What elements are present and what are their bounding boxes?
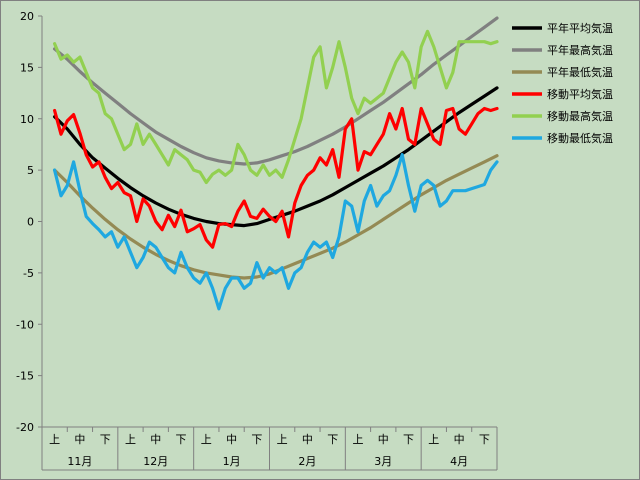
period-label: 中: [150, 433, 161, 446]
series-line-6: [52, 153, 499, 311]
legend-label: 平年最低気温: [547, 65, 613, 79]
period-label: 下: [100, 433, 111, 446]
x-axis-labels: 上 中 下 上 中 下 上 中 下 上 中 下 上 中 下 上 中 下 11月 12月 1月 2月 3月 4月: [41, 427, 498, 470]
month-label: 1月: [223, 455, 241, 468]
y-tick-label: -20: [16, 421, 34, 434]
period-label: 上: [201, 433, 212, 446]
series-lines: [52, 16, 499, 311]
period-label: 下: [479, 433, 490, 446]
y-tick-label: -15: [16, 370, 34, 383]
y-tick-label: 20: [20, 10, 34, 23]
month-label: 12月: [143, 455, 168, 468]
y-axis-ticks: 20 15 10 5 0 -5 -10 -15 -20: [16, 10, 42, 434]
month-label: 2月: [298, 455, 316, 468]
period-label: 中: [302, 433, 313, 446]
period-label: 下: [403, 433, 414, 446]
period-label: 上: [125, 433, 136, 446]
month-label: 3月: [374, 455, 392, 468]
legend-label: 平年最高気温: [547, 43, 613, 57]
legend-label: 移動最高気温: [547, 109, 613, 123]
month-label: 11月: [67, 455, 92, 468]
period-label: 中: [454, 433, 465, 446]
y-tick-label: -5: [23, 267, 34, 280]
period-label: 上: [428, 433, 439, 446]
period-label: 上: [49, 433, 60, 446]
y-tick-label: 15: [20, 61, 34, 74]
y-tick-label: 5: [27, 164, 34, 177]
period-label: 上: [352, 433, 363, 446]
period-label: 中: [226, 433, 237, 446]
y-tick-label: 0: [27, 216, 34, 229]
period-label: 中: [74, 433, 85, 446]
period-label: 下: [327, 433, 338, 446]
month-label: 4月: [450, 455, 468, 468]
series-line-2: [52, 16, 499, 166]
legend-label: 移動最低気温: [547, 131, 613, 145]
series-line-4: [52, 106, 499, 249]
period-label: 下: [176, 433, 187, 446]
series-line-5: [52, 29, 499, 185]
y-tick-label: -10: [16, 318, 34, 331]
period-label: 上: [277, 433, 288, 446]
y-tick-label: 10: [20, 113, 34, 126]
legend-label: 平年平均気温: [547, 21, 613, 35]
legend-label: 移動平均気温: [547, 87, 613, 101]
period-label: 下: [251, 433, 262, 446]
period-label: 中: [378, 433, 389, 446]
series-line-1: [52, 86, 499, 228]
